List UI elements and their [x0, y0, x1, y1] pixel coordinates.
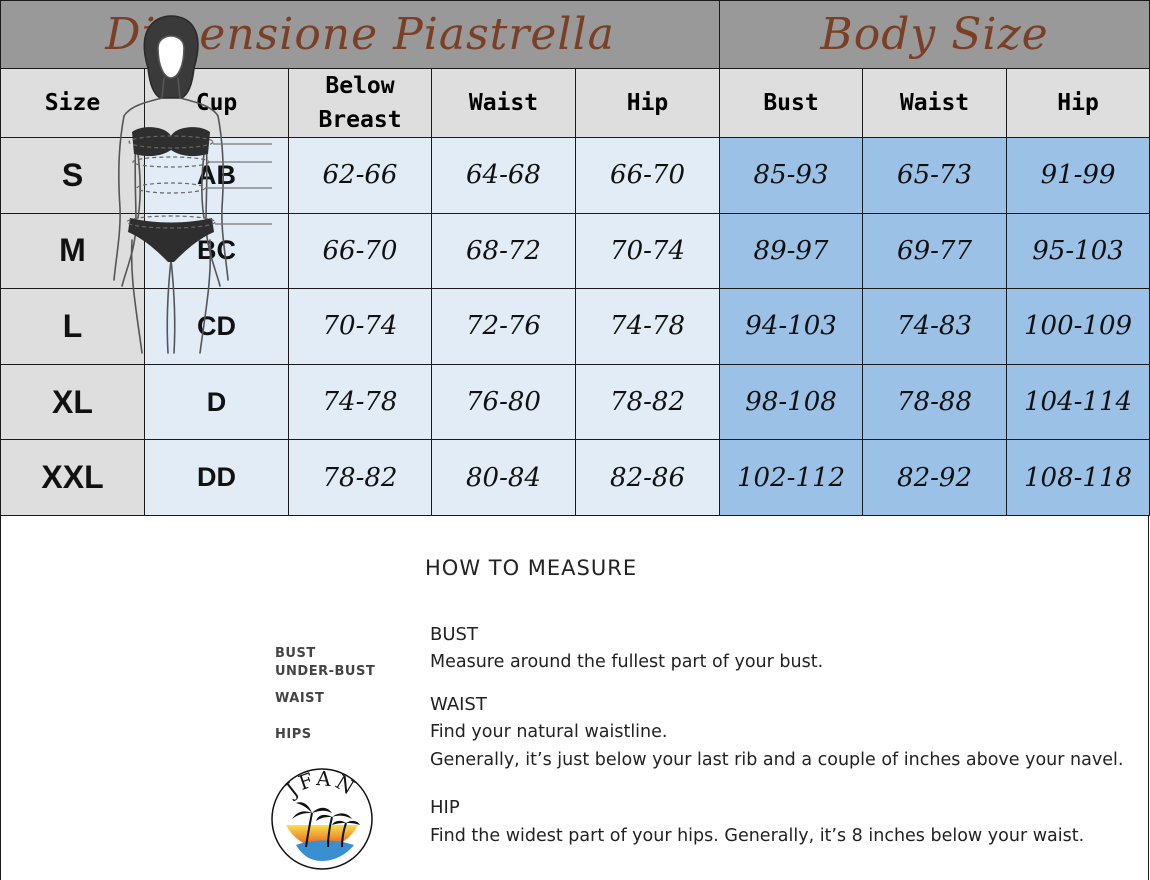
size-cell: XL — [0, 363, 145, 441]
body-hip-cell: 108-118 — [1006, 439, 1150, 516]
body-waist-cell: 82-92 — [862, 439, 1008, 516]
bust-cell: 98-108 — [719, 363, 864, 441]
body-size-title: Body Size — [719, 0, 1150, 69]
header-waist: Waist — [431, 67, 576, 139]
body-waist-cell: 74-83 — [862, 288, 1008, 365]
header-body-hip: Hip — [1006, 67, 1150, 139]
body-hip-cell: 95-103 — [1006, 212, 1150, 290]
hip-cell: 78-82 — [574, 363, 721, 441]
table-row: S AB 62-66 64-68 66-70 85-93 65-73 91-99 — [0, 137, 1150, 214]
bust-instructions: Measure around the fullest part of your … — [430, 652, 824, 672]
waist-cell: 80-84 — [431, 439, 576, 516]
hips-label: HIPS — [275, 727, 312, 742]
body-hip-cell: 100-109 — [1006, 288, 1150, 365]
brand-logo: JFAN — [271, 767, 373, 870]
body-hip-cell: 104-114 — [1006, 363, 1150, 441]
header-cup: Cup — [144, 67, 289, 139]
hip-cell: 82-86 — [574, 439, 721, 516]
measure-guide-section — [0, 516, 1149, 880]
size-cell: XXL — [0, 439, 145, 516]
below-breast-cell: 62-66 — [288, 137, 432, 214]
below-breast-cell: 70-74 — [288, 288, 432, 365]
table-row: XXL DD 78-82 80-84 82-86 102-112 82-92 1… — [0, 439, 1150, 516]
cup-cell: CD — [144, 288, 289, 365]
header-below-breast: Below Breast — [288, 67, 432, 139]
hip-cell: 70-74 — [574, 212, 721, 290]
table-row: L CD 70-74 72-76 74-78 94-103 74-83 100-… — [0, 288, 1150, 365]
bust-cell: 89-97 — [719, 212, 864, 290]
title-row: Dimensione Piastrella Body Size — [0, 0, 1150, 69]
bust-label: BUST — [275, 646, 316, 661]
bust-section-title: BUST — [430, 624, 478, 645]
body-waist-cell: 69-77 — [862, 212, 1008, 290]
cup-cell: D — [144, 363, 289, 441]
bust-cell: 85-93 — [719, 137, 864, 214]
header-row: Size Cup Below Breast Waist Hip Bust Wais… — [0, 67, 1150, 139]
below-breast-cell: 74-78 — [288, 363, 432, 441]
size-cell: M — [0, 212, 145, 290]
body-waist-cell: 78-88 — [862, 363, 1008, 441]
waist-instructions-line2: Generally, it’s just below your last rib… — [430, 750, 1124, 770]
bust-cell: 94-103 — [719, 288, 864, 365]
tile-dimension-title: Dimensione Piastrella — [0, 0, 721, 69]
hip-cell: 66-70 — [574, 137, 721, 214]
header-bust: Bust — [719, 67, 864, 139]
bust-cell: 102-112 — [719, 439, 864, 516]
header-below-breast-line1: Below — [325, 72, 395, 99]
waist-cell: 72-76 — [431, 288, 576, 365]
waist-instructions-line1: Find your natural waistline. — [430, 722, 668, 742]
hip-section-title: HIP — [430, 797, 460, 818]
hip-cell: 74-78 — [574, 288, 721, 365]
waist-cell: 64-68 — [431, 137, 576, 214]
body-figure-illustration — [113, 15, 272, 354]
how-to-measure-title: HOW TO MEASURE — [425, 556, 638, 580]
waist-cell: 76-80 — [431, 363, 576, 441]
header-body-waist: Waist — [862, 67, 1008, 139]
below-breast-cell: 66-70 — [288, 212, 432, 290]
table-row: XL D 74-78 76-80 78-82 98-108 78-88 104-… — [0, 363, 1150, 441]
under-bust-label: UNDER-BUST — [275, 664, 376, 679]
table-row: M BC 66-70 68-72 70-74 89-97 69-77 95-10… — [0, 212, 1150, 290]
size-chart-table: Dimensione Piastrella Body Size Size Cup… — [0, 0, 1150, 516]
waist-label: WAIST — [275, 691, 325, 706]
cup-cell: DD — [144, 439, 289, 516]
body-hip-cell: 91-99 — [1006, 137, 1150, 214]
size-cell: L — [0, 288, 145, 365]
header-hip: Hip — [574, 67, 721, 139]
header-below-breast-line2: Breast — [318, 106, 402, 133]
hip-instructions: Find the widest part of your hips. Gener… — [430, 826, 1085, 846]
waist-cell: 68-72 — [431, 212, 576, 290]
waist-section-title: WAIST — [430, 694, 487, 715]
body-waist-cell: 65-73 — [862, 137, 1008, 214]
below-breast-cell: 78-82 — [288, 439, 432, 516]
